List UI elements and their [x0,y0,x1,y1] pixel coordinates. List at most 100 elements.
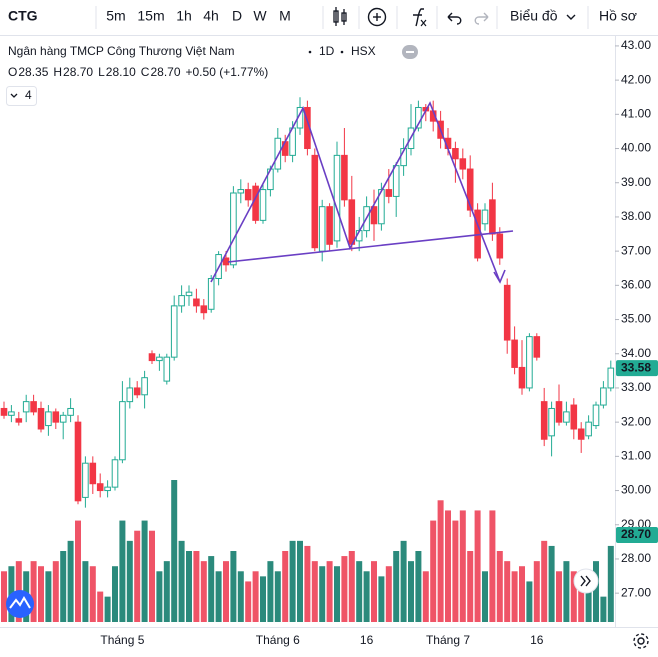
volume-bar [600,596,607,622]
interval-button[interactable]: 5m [106,8,125,24]
candle-body [570,404,578,430]
volume-bar [452,520,459,622]
y-tick-label: 41.00 [621,106,651,120]
volume-bar [89,566,96,622]
x-tick-label: 16 [360,633,374,647]
menu-chart[interactable]: Biểu đồ [510,8,558,24]
candle-body [481,209,489,225]
ohlc-key: H [53,65,62,79]
interval-button[interactable]: 4h [203,8,219,24]
volume-bar [223,561,229,622]
separator-dot [340,50,344,54]
chevron [566,14,576,20]
candle-body [207,277,215,310]
interval-button[interactable]: 15m [137,8,164,24]
volume-bar [607,545,614,622]
candle-body [30,401,37,413]
fx-icon[interactable] [413,8,427,27]
volume-bar [126,540,133,622]
volume-bar [393,551,400,622]
candle-body [341,154,348,201]
y-tick-label: 31.00 [621,449,651,463]
add-indicator-icon[interactable] [367,7,387,27]
x-tick-label: Tháng 5 [100,633,144,647]
pattern-drawing [210,101,514,284]
volume-bar [526,581,533,622]
candle-body [496,233,504,259]
volume-bar [541,540,548,622]
volume-bar [467,551,474,622]
volume-bar [437,500,444,622]
candle-body [600,387,607,406]
candle-body [259,189,267,221]
volume-bar [252,571,259,622]
candle-body [503,284,511,341]
volume-bar [304,545,311,622]
volume-bar [415,551,422,622]
candle-body [385,189,393,197]
volume-bar [104,596,111,622]
interval-button[interactable]: D [232,8,242,24]
redo-icon[interactable] [474,12,489,25]
candle-body [333,154,341,242]
y-tick-label: 28.00 [621,551,651,565]
volume-bar [141,520,148,622]
volume-bar [311,561,318,622]
candle-body [111,459,119,488]
separator-dot [308,50,312,54]
candle-body [22,401,30,413]
volume-bar [282,551,289,622]
candle-body [318,206,326,252]
candle-body [392,165,400,197]
volume-bar [511,571,518,622]
volume-bar [319,566,326,622]
menu-profile[interactable]: Hồ sơ [599,8,637,24]
candle-body [526,336,533,389]
volume-bar [445,510,451,622]
interval-button[interactable]: 1h [176,8,192,24]
volume-bar [585,571,592,622]
volume-bar [30,561,37,622]
candle-body [237,189,245,194]
candle-body [133,387,141,396]
y-tick-label: 32.00 [621,414,651,428]
volume-bar [422,571,429,622]
volume-layer [1,480,614,622]
price-tag [616,360,658,377]
candle-body [311,154,319,249]
y-tick-label: 42.00 [621,72,651,86]
candle-body [466,168,474,211]
settings-icon[interactable] [633,633,649,649]
y-tick-label: 36.00 [621,278,651,292]
axis-layer: 27.0028.0029.0030.0031.0032.0033.0034.00… [100,38,658,647]
interval-button[interactable]: M [279,8,291,24]
candle-body [170,305,178,358]
interval-button[interactable]: W [253,8,267,24]
candle-body [518,366,526,389]
volume-bar [289,540,296,622]
indicator-toggle[interactable] [6,86,37,106]
volume-bar [97,591,104,622]
undo-icon[interactable] [447,12,462,25]
candle-type-icon[interactable] [333,7,347,26]
toolbar [0,0,658,35]
volume-bar [1,571,7,622]
price-tag [616,527,658,544]
candle-body [185,291,193,297]
candle-body [370,206,378,225]
candle-body [548,407,555,437]
candle-body [274,137,282,170]
volume-bar [163,561,170,622]
candle-body [74,421,82,502]
y-tick-label: 43.00 [621,38,651,52]
scroll-right-button[interactable] [573,568,599,594]
candle-body [119,401,126,461]
candle-body [8,411,15,416]
symbol[interactable]: CTG [8,8,38,24]
candle-body [141,377,148,396]
ohlc-value: 28.70 [63,65,93,79]
ohlc-legend: O 28.35 H 28.70 L 28.10 C 28.70 +0.50 (+1.77%) [8,65,268,79]
candle-body [156,356,163,362]
